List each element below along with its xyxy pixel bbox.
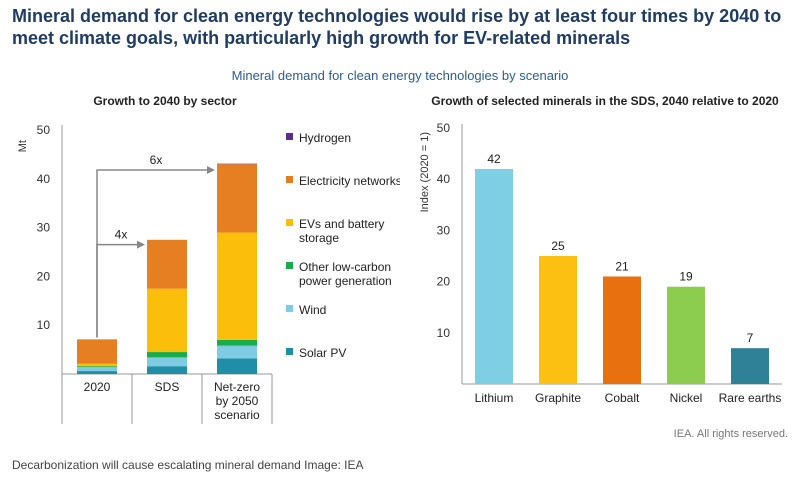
legend-label: Hydrogen <box>299 131 351 145</box>
growth-arrow-head <box>207 166 215 175</box>
bar-segment-evs <box>147 288 187 353</box>
left-panel-title: Growth to 2040 by sector <box>93 94 237 108</box>
growth-multiplier-label: 4x <box>115 228 128 242</box>
growth-arrow-line <box>96 243 139 338</box>
x-category-label: Nickel <box>670 391 703 405</box>
bar-segment-wind <box>147 357 187 367</box>
y-tick-label: 30 <box>437 223 451 237</box>
bar-segment-electricity <box>77 339 117 364</box>
data-label: 25 <box>551 239 565 253</box>
data-label: 42 <box>487 152 501 166</box>
right-panel-title: Growth of selected minerals in the SDS, … <box>431 94 779 108</box>
legend-swatch-hydrogen <box>286 133 293 140</box>
legend-swatch-solar <box>286 348 293 355</box>
y-tick-label: 20 <box>37 269 51 283</box>
chart-subtitle: Mineral demand for clean energy technolo… <box>231 68 569 83</box>
legend-swatch-wind <box>286 305 293 312</box>
data-label: 19 <box>679 270 693 284</box>
x-category-label: Net-zero by 2050 scenario <box>214 380 260 422</box>
legend-label: EVs and battery storage <box>299 217 384 245</box>
growth-arrow-head <box>137 240 145 249</box>
bar-segment-lowcarbon <box>217 339 257 346</box>
legend-label: Solar PV <box>299 346 346 360</box>
credit-text: IEA. All rights reserved. <box>673 428 788 440</box>
bar-segment-evs <box>77 363 117 367</box>
y-axis-label: Index (2020 = 1) <box>419 132 431 212</box>
bar-graphite <box>539 256 577 384</box>
x-category-label: SDS <box>155 380 180 394</box>
bar-segment-evs <box>217 232 257 340</box>
bar-cobalt <box>603 276 641 384</box>
legend-swatch-lowcarbon <box>286 262 293 269</box>
growth-multiplier-label: 6x <box>150 153 163 167</box>
bar-segment-electricity <box>217 164 257 233</box>
legend-swatch-evs <box>286 219 293 226</box>
x-category-label: Rare earths <box>719 391 782 405</box>
bar-segment-solar <box>217 358 257 374</box>
bar-segment-solar <box>147 366 187 374</box>
x-category-label: Cobalt <box>605 391 640 405</box>
y-tick-label: 10 <box>37 318 51 332</box>
bar-segment-electricity <box>147 239 187 289</box>
legend-label: Other low-carbon power generation <box>299 260 392 288</box>
sector-growth-chart: Mt 10 20 30 40 50 2020 SDS Net-zero by 2050 scenar… <box>17 123 400 424</box>
y-tick-label: 10 <box>437 326 451 340</box>
x-category-label: Graphite <box>535 391 581 405</box>
x-category-label: 2020 <box>84 380 111 394</box>
bar-segment-wind <box>217 345 257 359</box>
bar-nickel <box>667 286 705 384</box>
y-tick-label: 50 <box>437 121 451 135</box>
y-tick-label: 30 <box>37 221 51 235</box>
image-caption: Decarbonization will cause escalating mi… <box>12 458 364 472</box>
legend-label: Electricity networks <box>299 174 400 188</box>
bar-segment-wind <box>77 367 117 372</box>
y-tick-label: 20 <box>437 275 451 289</box>
data-label: 21 <box>615 259 629 273</box>
bar-lithium <box>475 168 513 384</box>
legend-label: Wind <box>299 303 326 317</box>
y-tick-label: 40 <box>437 172 451 186</box>
y-axis-label: Mt <box>17 140 29 152</box>
bar-rare-earths <box>731 348 769 384</box>
bar-segment-solar <box>77 371 117 374</box>
headline: Mineral demand for clean energy technolo… <box>12 6 782 48</box>
bar-segment-lowcarbon <box>147 352 187 358</box>
bar-segment-lowcarbon <box>77 366 117 368</box>
data-label: 7 <box>747 331 754 345</box>
mineral-growth-chart: Index (2020 = 1) 10 20 30 40 50 42 Lithium 25 Gra… <box>419 121 782 405</box>
bar-segment-hydrogen <box>217 163 257 165</box>
x-category-label: Lithium <box>475 391 514 405</box>
growth-arrow-line <box>96 169 209 338</box>
y-tick-label: 40 <box>37 172 51 186</box>
legend-swatch-electricity <box>286 176 293 183</box>
y-tick-label: 50 <box>37 123 51 137</box>
